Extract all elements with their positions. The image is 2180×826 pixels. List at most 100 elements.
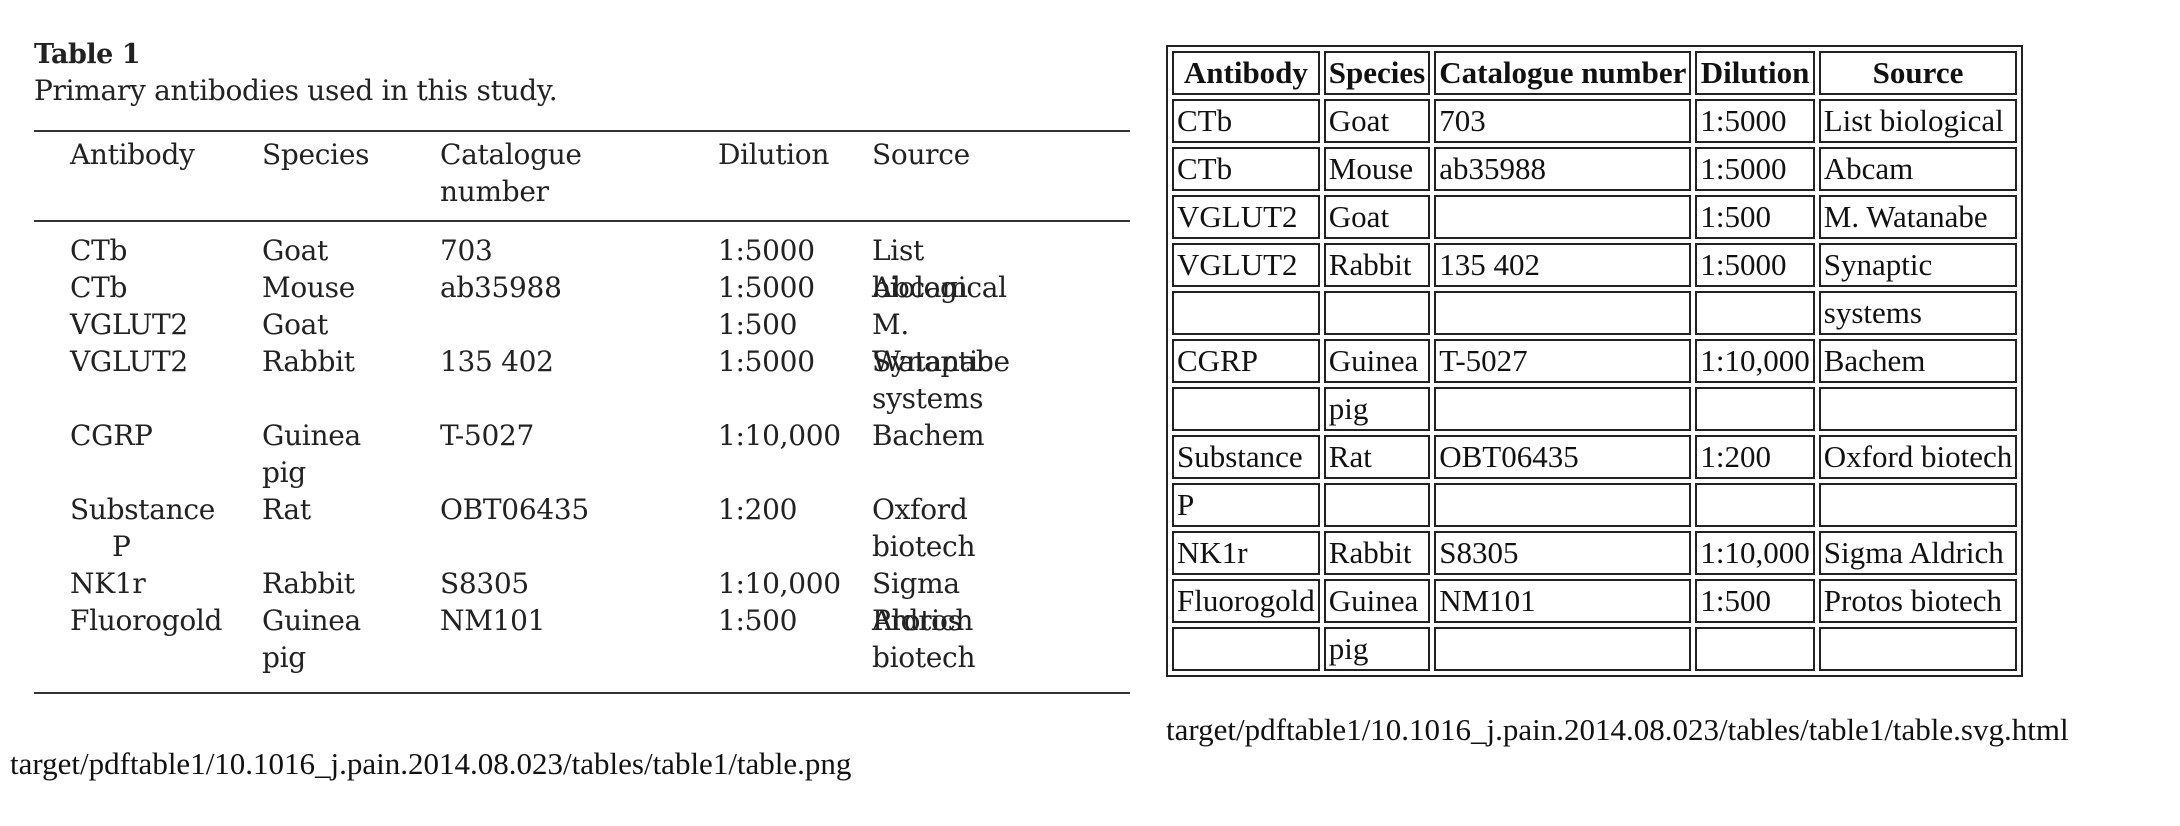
cell-source: Sigma Aldrich — [1818, 531, 2018, 575]
cell-species: Rabbit — [262, 345, 355, 378]
cell-antibody: CGRP — [70, 419, 153, 452]
cell-dilution: 1:5000 — [718, 271, 815, 304]
cell-species: Guinea — [1323, 579, 1431, 623]
cell-source: Synaptic — [1818, 243, 2018, 287]
cell-source: List biological — [872, 234, 1007, 304]
header-dilution: Dilution — [718, 138, 830, 171]
cell-catalogue: 703 — [1434, 99, 1692, 143]
table-row: VGLUT2 Rabbit 135 402 1:5000 Synaptic — [1172, 243, 2018, 287]
table-header-row: Antibody Species Catalogue number Dilution S… — [34, 136, 1130, 216]
cell-dilution: 1:10,000 — [1695, 339, 1815, 383]
cell-dilution: 1:500 — [1695, 579, 1815, 623]
cell-source: List biological — [1818, 99, 2018, 143]
cell-dilution: 1:5000 — [1695, 147, 1815, 191]
pdf-table-image: Table 1 Primary antibodies used in this … — [34, 38, 1134, 694]
cell-dilution: 1:10,000 — [718, 567, 841, 600]
cell-catalogue: ab35988 — [1434, 147, 1692, 191]
header-catalogue: Catalogue number — [1434, 51, 1692, 95]
cell-antibody — [1172, 387, 1320, 431]
header-source: Source — [1818, 51, 2018, 95]
table-body: CTb Goat 703 1:5000 List biological CTb Mouse a… — [1172, 99, 2018, 671]
cell-antibody: VGLUT2 — [1172, 243, 1320, 287]
cell-dilution — [1695, 483, 1815, 527]
cell-antibody: CTb — [1172, 147, 1320, 191]
table-row: CGRP Guinea T-5027 1:10,000 Bachem — [1172, 339, 2018, 383]
cell-catalogue: OBT06435 — [1434, 435, 1692, 479]
cell-species: Goat — [1323, 99, 1431, 143]
table-rule-top — [34, 130, 1130, 132]
cell-species: Goat — [262, 234, 328, 267]
cell-catalogue: 135 402 — [1434, 243, 1692, 287]
html-table-render: Antibody Species Catalogue number Dilution S… — [1166, 45, 2024, 677]
cell-source — [1818, 627, 2018, 671]
cell-catalogue: ab35988 — [440, 271, 562, 304]
cell-source: Oxford biotech — [872, 493, 976, 563]
table-body: CTb Goat 703 1:5000 List biological CTb Mouse a… — [34, 232, 1130, 692]
cell-antibody: VGLUT2 — [70, 308, 188, 341]
cell-source: Synaptic systems — [872, 345, 994, 415]
cell-source: Bachem — [1818, 339, 2018, 383]
cell-catalogue: OBT06435 — [440, 493, 589, 526]
cell-antibody: Fluorogold — [1172, 579, 1320, 623]
cell-dilution: 1:5000 — [718, 234, 815, 267]
cell-dilution: 1:200 — [1695, 435, 1815, 479]
table-row: NK1r Rabbit S8305 1:10,000 Sigma Aldrich — [1172, 531, 2018, 575]
cell-source: M. Watanabe — [1818, 195, 2018, 239]
table-row: pig — [1172, 387, 2018, 431]
cell-source: Abcam — [872, 271, 968, 304]
cell-catalogue: S8305 — [440, 567, 529, 600]
cell-antibody — [1172, 627, 1320, 671]
cell-catalogue: 135 402 — [440, 345, 554, 378]
table-row: Substance Rat OBT06435 1:200 Oxford biotech — [1172, 435, 2018, 479]
cell-antibody: CTb — [1172, 99, 1320, 143]
cell-species — [1323, 291, 1431, 335]
cell-antibody: P — [1172, 483, 1320, 527]
table-header-row: Antibody Species Catalogue number Dilution S… — [1172, 51, 2018, 95]
header-catalogue: Catalogue number — [440, 138, 582, 208]
cell-dilution: 1:200 — [718, 493, 798, 526]
cell-catalogue — [1434, 291, 1692, 335]
cell-source — [1818, 483, 2018, 527]
bordered-table: Antibody Species Catalogue number Dilution S… — [1166, 45, 2024, 677]
cell-antibody: Substance P — [70, 493, 216, 563]
cell-dilution — [1695, 291, 1815, 335]
cell-antibody: Fluorogold — [70, 604, 223, 637]
cell-species: Guinea pig — [262, 419, 361, 489]
cell-antibody: CGRP — [1172, 339, 1320, 383]
header-source: Source — [872, 138, 970, 171]
cell-dilution: 1:10,000 — [718, 419, 841, 452]
cell-dilution: 1:500 — [1695, 195, 1815, 239]
cell-catalogue: NM101 — [1434, 579, 1692, 623]
cell-source: Bachem — [872, 419, 985, 452]
cell-source: Sigma Aldrich — [872, 567, 974, 637]
cell-species: Mouse — [1323, 147, 1431, 191]
cell-species: Rabbit — [1323, 243, 1431, 287]
cell-dilution: 1:5000 — [1695, 243, 1815, 287]
cell-source: Oxford biotech — [1818, 435, 2018, 479]
table-row: pig — [1172, 627, 2018, 671]
source-image-path: target/pdftable1/10.1016_j.pain.2014.08.… — [10, 746, 852, 781]
cell-dilution: 1:5000 — [718, 345, 815, 378]
cell-antibody: NK1r — [1172, 531, 1320, 575]
table-title: Table 1 — [34, 39, 141, 70]
output-html-path: target/pdftable1/10.1016_j.pain.2014.08.… — [1166, 712, 2069, 747]
header-species: Species — [1323, 51, 1431, 95]
cell-catalogue: T-5027 — [1434, 339, 1692, 383]
cell-source: Abcam — [1818, 147, 2018, 191]
table-row: Fluorogold Guinea NM101 1:500 Protos biotech — [1172, 579, 2018, 623]
cell-species: pig — [1323, 627, 1431, 671]
cell-catalogue: T-5027 — [440, 419, 534, 452]
cell-source: systems — [1818, 291, 2018, 335]
cell-species: Rabbit — [262, 567, 355, 600]
table-row: VGLUT2 Goat 1:500 M. Watanabe — [1172, 195, 2018, 239]
cell-catalogue — [1434, 627, 1692, 671]
table-row: systems — [1172, 291, 2018, 335]
cell-catalogue — [1434, 387, 1692, 431]
cell-species: Goat — [1323, 195, 1431, 239]
cell-source: Protos biotech — [872, 604, 976, 674]
table-caption: Primary antibodies used in this study. — [34, 74, 558, 107]
header-dilution: Dilution — [1695, 51, 1815, 95]
table-row: CTb Mouse ab35988 1:5000 Abcam — [1172, 147, 2018, 191]
table-rule-bottom — [34, 692, 1130, 694]
cell-dilution: 1:5000 — [1695, 99, 1815, 143]
